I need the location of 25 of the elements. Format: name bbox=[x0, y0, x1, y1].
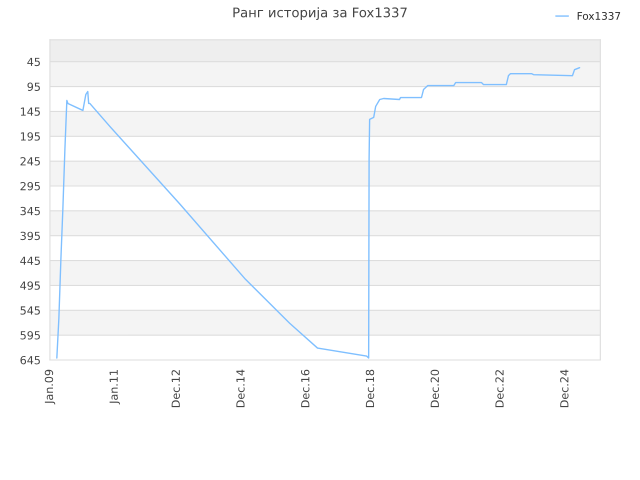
y-tick-label: 545 bbox=[20, 306, 40, 315]
x-tick-label: Jan.11 bbox=[110, 370, 120, 404]
y-tick-label: 345 bbox=[20, 206, 40, 216]
y-tick-label: 395 bbox=[20, 232, 40, 240]
x-tick-label: Dec.22 bbox=[495, 370, 504, 408]
x-tick-label: Dec.14 bbox=[236, 370, 245, 408]
y-tick-label: 45 bbox=[27, 58, 40, 66]
x-tick-label: Dec.12 bbox=[172, 370, 180, 408]
y-tick-label: 495 bbox=[20, 281, 40, 290]
legend-label: Fox1337 bbox=[578, 12, 620, 20]
y-tick-label: 595 bbox=[20, 331, 40, 340]
x-tick-label: Dec.18 bbox=[366, 370, 374, 408]
y-tick-label: 295 bbox=[20, 182, 40, 190]
chart-title: Ранг историја за Fox1337 bbox=[233, 7, 407, 20]
y-tick-label: 145 bbox=[20, 108, 40, 116]
y-tick-label: 195 bbox=[20, 132, 40, 141]
y-tick-label: 445 bbox=[20, 256, 40, 265]
x-tick-label: Dec.20 bbox=[430, 370, 439, 408]
x-tick-label: Jan.09 bbox=[44, 370, 56, 404]
x-tick-label: Dec.16 bbox=[301, 370, 310, 408]
y-tick-label: 95 bbox=[27, 82, 40, 91]
y-tick-label: 645 bbox=[20, 356, 40, 364]
x-tick-label: Dec.24 bbox=[560, 370, 569, 408]
y-tick-label: 245 bbox=[20, 157, 40, 166]
line-series bbox=[56, 66, 580, 359]
